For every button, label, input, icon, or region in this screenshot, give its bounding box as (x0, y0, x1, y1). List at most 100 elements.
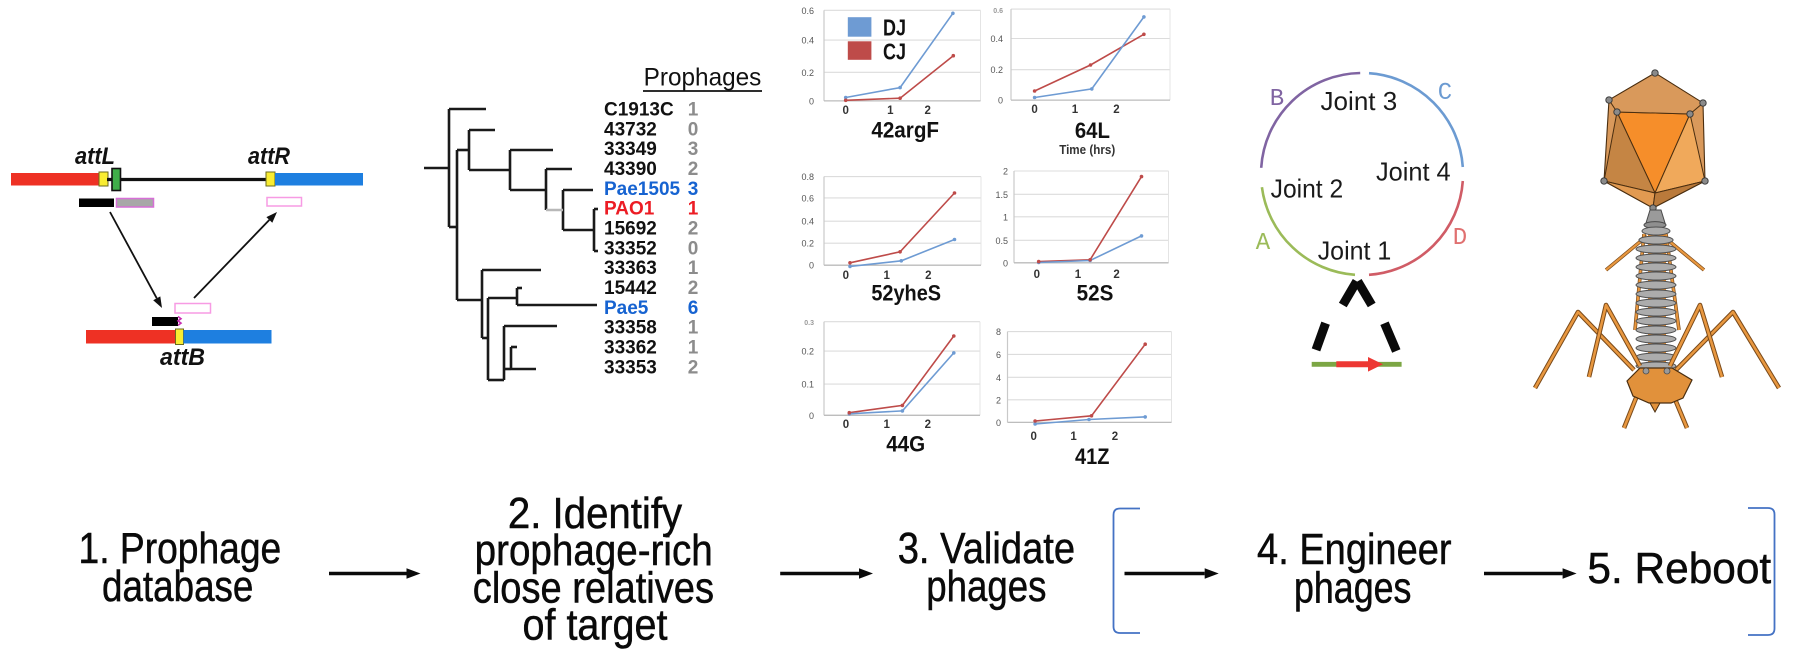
svg-text:52S: 52S (1077, 281, 1114, 306)
svg-text:0.6: 0.6 (801, 6, 814, 16)
svg-text:phages: phages (926, 562, 1046, 611)
svg-text:1.5: 1.5 (995, 190, 1008, 200)
svg-text:33353: 33353 (604, 357, 657, 378)
svg-text:1: 1 (1070, 431, 1077, 443)
svg-text:2: 2 (925, 270, 931, 282)
svg-text:Joint 2: Joint 2 (1271, 173, 1344, 203)
svg-text:2: 2 (1113, 269, 1119, 281)
svg-text:1: 1 (688, 258, 699, 279)
svg-text:4: 4 (996, 373, 1001, 383)
svg-text:prophage-rich: prophage-rich (475, 526, 713, 575)
svg-text:15692: 15692 (604, 219, 657, 240)
svg-text:Prophages: Prophages (644, 64, 762, 92)
svg-text:52yheS: 52yheS (871, 281, 941, 306)
svg-text:of target: of target (523, 601, 668, 650)
svg-text:0: 0 (843, 419, 849, 431)
svg-text:0.4: 0.4 (990, 34, 1003, 44)
svg-text:1: 1 (688, 318, 699, 339)
svg-text:1: 1 (1075, 269, 1082, 281)
svg-text:0: 0 (809, 411, 814, 421)
svg-text:6: 6 (996, 350, 1001, 360)
svg-text:CJ: CJ (883, 39, 906, 65)
svg-text:2: 2 (1113, 104, 1119, 116)
svg-text:1: 1 (883, 419, 890, 431)
svg-text:1: 1 (1003, 212, 1008, 222)
svg-text:0: 0 (688, 119, 699, 140)
svg-text:0.5: 0.5 (995, 236, 1008, 246)
svg-text:0.4: 0.4 (801, 36, 814, 46)
svg-text:2: 2 (996, 395, 1001, 405)
svg-text:database: database (102, 562, 253, 611)
svg-text:3: 3 (688, 179, 699, 200)
svg-text:44G: 44G (886, 432, 925, 457)
svg-text:33358: 33358 (604, 318, 657, 339)
svg-text:3: 3 (688, 139, 699, 160)
svg-text:0: 0 (809, 96, 814, 106)
svg-text:33352: 33352 (604, 238, 657, 259)
svg-text:0: 0 (996, 418, 1001, 428)
svg-text:2: 2 (1112, 431, 1118, 443)
svg-text:33363: 33363 (604, 258, 657, 279)
svg-text:DJ: DJ (883, 15, 906, 41)
svg-text:2: 2 (924, 105, 930, 117)
svg-text:close relatives: close relatives (473, 563, 714, 612)
svg-text:43732: 43732 (604, 119, 657, 140)
svg-text:Pae5: Pae5 (604, 298, 649, 319)
svg-text:C1913C: C1913C (604, 100, 674, 121)
svg-text:Time (hrs): Time (hrs) (1059, 142, 1115, 157)
svg-text:phages: phages (1294, 563, 1411, 612)
svg-text:0: 0 (842, 105, 848, 117)
svg-text:2: 2 (688, 357, 699, 378)
svg-text:0.2: 0.2 (801, 68, 814, 78)
svg-text:8: 8 (996, 327, 1001, 337)
svg-text:0.2: 0.2 (801, 347, 814, 357)
svg-text:0.4: 0.4 (801, 217, 814, 227)
svg-text:Pae1505: Pae1505 (604, 179, 681, 200)
svg-text:0.6: 0.6 (801, 193, 814, 203)
svg-text:2: 2 (688, 219, 699, 240)
svg-text:2: 2 (1003, 167, 1008, 177)
svg-text:0: 0 (1030, 431, 1036, 443)
svg-text:0: 0 (998, 96, 1003, 106)
svg-text:1: 1 (887, 105, 894, 117)
svg-text:0.2: 0.2 (801, 239, 814, 249)
svg-text:2: 2 (925, 419, 931, 431)
svg-text:A: A (1256, 230, 1271, 257)
svg-text:0.3: 0.3 (804, 320, 814, 327)
svg-text:1: 1 (1072, 104, 1079, 116)
svg-text:0: 0 (1031, 104, 1037, 116)
svg-text:33349: 33349 (604, 139, 657, 160)
svg-text:0.2: 0.2 (990, 65, 1003, 75)
svg-text:attL: attL (75, 143, 115, 170)
svg-text:5. Reboot: 5. Reboot (1587, 544, 1771, 593)
svg-text:1. Prophage: 1. Prophage (79, 524, 282, 573)
svg-text:0: 0 (688, 238, 699, 259)
svg-text:1: 1 (688, 100, 699, 121)
svg-text:15442: 15442 (604, 278, 657, 299)
svg-text:2. Identify: 2. Identify (508, 489, 682, 538)
svg-text:D: D (1453, 225, 1467, 252)
svg-text:41Z: 41Z (1075, 444, 1109, 469)
svg-text:0.1: 0.1 (801, 380, 814, 390)
svg-text:2: 2 (688, 278, 699, 299)
svg-text:PAO1: PAO1 (604, 199, 655, 220)
svg-text:3. Validate: 3. Validate (898, 524, 1075, 573)
svg-text:0: 0 (1003, 258, 1008, 268)
svg-text:1: 1 (688, 199, 699, 220)
svg-text:attB: attB (160, 344, 205, 371)
svg-text:0.6: 0.6 (993, 8, 1003, 15)
svg-text:Joint 1: Joint 1 (1318, 236, 1392, 266)
svg-text:0.8: 0.8 (801, 172, 814, 182)
svg-text:2: 2 (688, 159, 699, 180)
svg-text:Joint 4: Joint 4 (1376, 156, 1451, 186)
svg-text:1: 1 (883, 270, 890, 282)
svg-text:64L: 64L (1075, 118, 1110, 143)
svg-text:43390: 43390 (604, 159, 657, 180)
svg-text:attR: attR (248, 143, 291, 170)
svg-text:B: B (1270, 86, 1284, 113)
svg-text:0: 0 (809, 261, 814, 271)
svg-text:Joint 3: Joint 3 (1321, 86, 1398, 116)
svg-text:6: 6 (688, 298, 699, 319)
svg-text:42argF: 42argF (871, 118, 939, 143)
svg-text:4. Engineer: 4. Engineer (1257, 525, 1452, 574)
